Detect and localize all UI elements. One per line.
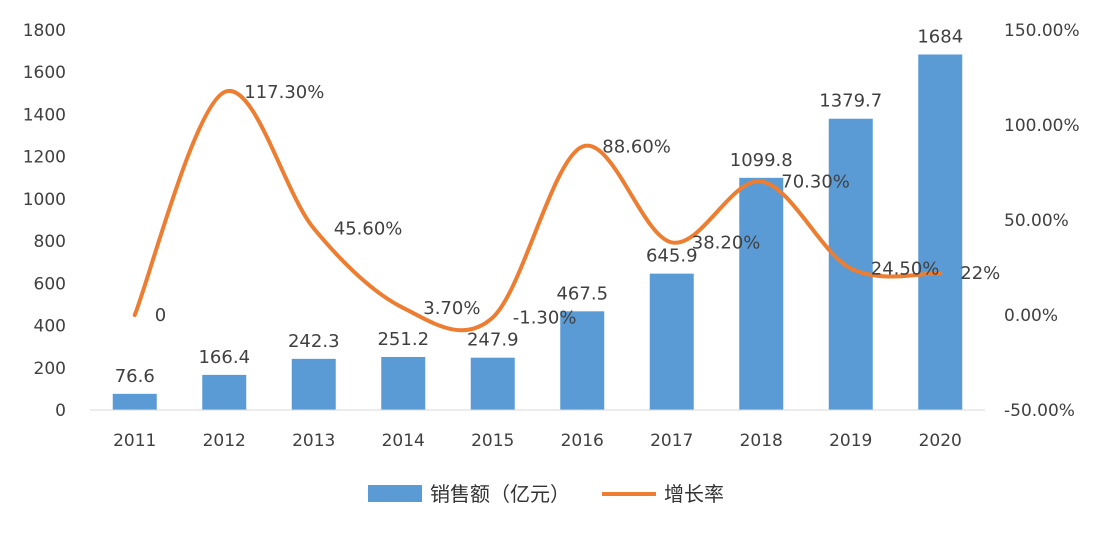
- bar-data-labels: 76.6 166.4 242.3 251.2 247.9 467.5 645.9 1099.8…: [115, 26, 963, 386]
- y-left-tick-400: 400: [34, 317, 66, 337]
- line-label-2012: 117.30%: [244, 82, 324, 103]
- bar-label-2013: 242.3: [288, 331, 340, 352]
- bar-2013: [291, 358, 336, 410]
- y-left-tick-800: 800: [34, 232, 66, 252]
- bar-2019: [828, 118, 873, 410]
- x-axis: 2011 2012 2013 2014 2015 2016 2017 2018 2019 2020: [90, 409, 985, 451]
- x-tick-2016: 2016: [561, 431, 604, 451]
- bar-2016: [560, 311, 605, 410]
- y-right-tick--50.00%: -50.00%: [1004, 401, 1075, 421]
- line-label-2016: 88.60%: [602, 137, 671, 158]
- line-label-2013: 45.60%: [334, 218, 403, 239]
- y-left-tick-1400: 1400: [23, 105, 66, 125]
- bar-label-2019: 1379.7: [819, 91, 882, 112]
- x-tick-2011: 2011: [113, 431, 156, 451]
- bar-label-2011: 76.6: [115, 366, 155, 387]
- x-tick-2015: 2015: [471, 431, 514, 451]
- y-left-tick-1000: 1000: [23, 190, 66, 210]
- y-right-tick-50.00%: 50.00%: [1004, 211, 1069, 231]
- legend-label-growth: 增长率: [664, 482, 724, 506]
- line-label-2011: 0: [155, 305, 166, 326]
- bar-2020: [918, 54, 963, 410]
- line-label-2017: 38.20%: [692, 232, 761, 253]
- bar-2018: [739, 177, 784, 410]
- y-axis-right: -50.00% 0.00% 50.00% 100.00% 150.00%: [1004, 21, 1080, 421]
- bar-2017: [649, 273, 694, 410]
- bar-2011: [112, 393, 157, 410]
- bar-label-2017: 645.9: [646, 246, 698, 267]
- y-left-tick-0: 0: [55, 401, 66, 421]
- x-tick-2013: 2013: [292, 431, 335, 451]
- line-label-2014: 3.70%: [423, 298, 480, 319]
- bar-label-2012: 166.4: [198, 347, 250, 368]
- legend-label-sales: 销售额（亿元）: [430, 482, 570, 506]
- line-label-2015: -1.30%: [513, 307, 577, 328]
- x-tick-2019: 2019: [829, 431, 872, 451]
- y-left-tick-1800: 1800: [23, 21, 66, 41]
- bar-label-2018: 1099.8: [730, 150, 793, 171]
- bar-2015: [470, 357, 515, 410]
- y-right-tick-150.00%: 150.00%: [1004, 21, 1080, 41]
- line-series-growth: [132, 88, 943, 333]
- growth-line: [132, 88, 943, 333]
- bar-series-sales: [112, 54, 963, 410]
- y-left-tick-200: 200: [34, 359, 66, 379]
- line-label-2019: 24.50%: [871, 258, 940, 279]
- legend: 销售额（亿元） 增长率: [368, 482, 724, 506]
- legend-bar-swatch: [368, 485, 422, 502]
- bar-label-2016: 467.5: [556, 283, 608, 304]
- bar-label-2014: 251.2: [377, 329, 429, 350]
- x-tick-2014: 2014: [382, 431, 425, 451]
- x-tick-2020: 2020: [919, 431, 962, 451]
- bar-label-2015: 247.9: [467, 330, 519, 351]
- y-left-tick-600: 600: [34, 274, 66, 294]
- x-tick-2012: 2012: [203, 431, 246, 451]
- line-data-labels: 0 117.30% 45.60% 3.70% -1.30% 88.60% 38.20% 70.…: [155, 82, 1001, 328]
- y-right-tick-0.00%: 0.00%: [1004, 306, 1058, 326]
- bar-2012: [202, 374, 247, 410]
- line-label-2018: 70.30%: [781, 171, 850, 192]
- y-right-tick-100.00%: 100.00%: [1004, 116, 1080, 136]
- y-left-tick-1600: 1600: [23, 63, 66, 83]
- bar-label-2020: 1684: [917, 26, 963, 47]
- line-label-2020: 22%: [960, 263, 1000, 284]
- x-tick-2017: 2017: [650, 431, 693, 451]
- y-left-tick-1200: 1200: [23, 148, 66, 168]
- bar-2014: [381, 356, 426, 410]
- y-axis-left: 0 200 400 600 800 1000 1200 1400 1600 1800: [23, 21, 66, 421]
- x-tick-2018: 2018: [740, 431, 783, 451]
